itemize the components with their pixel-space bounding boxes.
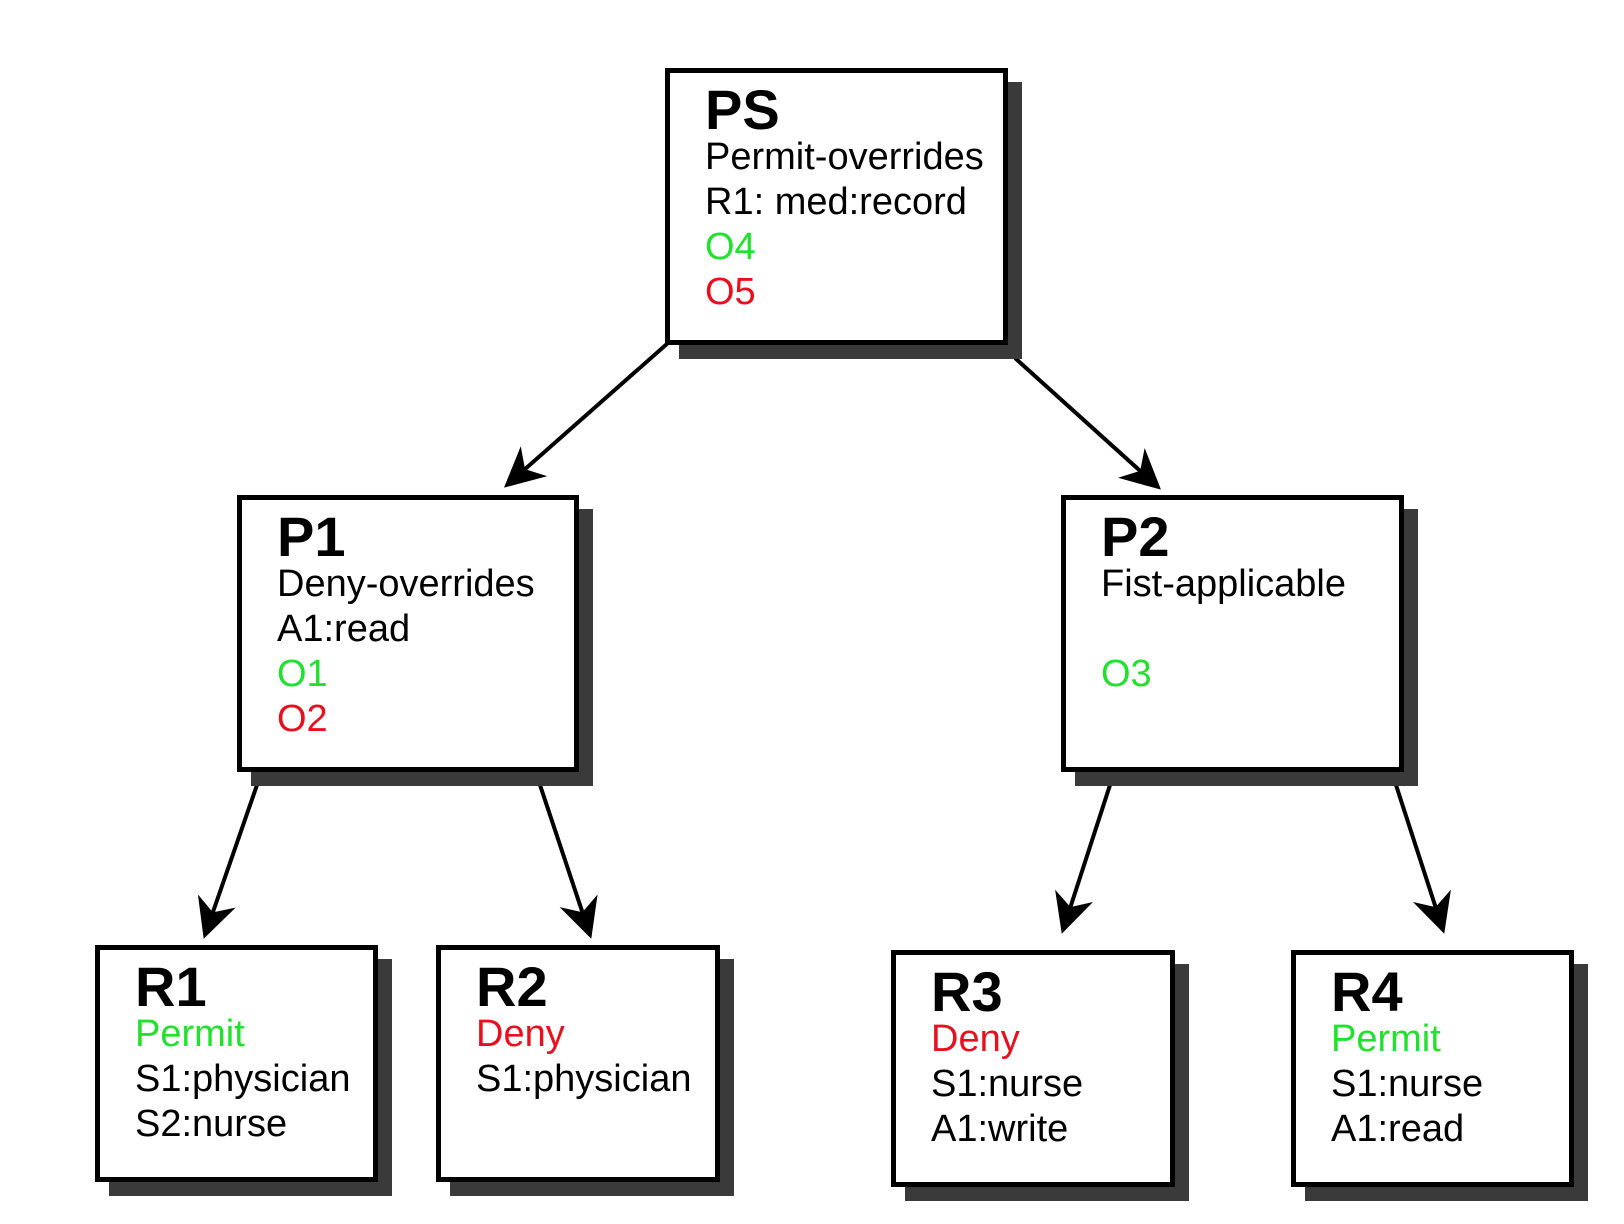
node-p2-title: P2 [1101,505,1170,568]
node-r2-title: R2 [476,955,548,1018]
node-r4-condition-2: A1:read [1331,1108,1465,1150]
node-p1-title: P1 [277,505,346,568]
edge-ps-p2 [1013,356,1161,490]
node-p2-combining: Fist-applicable [1101,563,1346,605]
node-ps-combining: Permit-overrides [705,136,984,178]
node-r4-effect: Permit [1331,1018,1441,1060]
node-r3-condition-1: S1:nurse [931,1063,1084,1105]
node-r2-condition-1: S1:physician [476,1058,692,1100]
edge-p1-r2 [538,784,598,939]
node-p1-combining: Deny-overrides [277,563,535,605]
node-r4: R4 Permit S1:nurse A1:read [1291,950,1574,1187]
node-p1-target: A1:read [277,608,411,650]
node-r1-condition-2: S2:nurse [135,1103,288,1145]
node-r3: R3 Deny S1:nurse A1:write [891,950,1175,1187]
node-r2-effect: Deny [476,1013,565,1055]
node-ps-title: PS [705,78,780,141]
edge-ps-p1 [504,341,670,488]
edge-p2-r4 [1394,784,1451,934]
node-r1-condition-1: S1:physician [135,1058,351,1100]
node-r3-effect: Deny [931,1018,1020,1060]
node-p2: P2 Fist-applicable O3 [1061,495,1404,772]
edge-p1-r1 [197,784,259,939]
node-ps-target: R1: med:record [705,181,967,223]
node-r3-condition-2: A1:write [931,1108,1069,1150]
node-p2-blank-line [1101,607,1346,652]
node-p2-obligation-o3: O3 [1101,653,1152,695]
node-ps-obligation-o5: O5 [705,271,756,313]
node-r1: R1 Permit S1:physician S2:nurse [95,945,378,1182]
node-r2: R2 Deny S1:physician [436,945,720,1182]
node-ps: PS Permit-overrides R1: med:record O4 O5 [665,68,1008,345]
node-r1-effect: Permit [135,1013,245,1055]
node-ps-obligation-o4: O4 [705,226,756,268]
edge-p2-r3 [1055,784,1112,934]
node-r3-title: R3 [931,960,1003,1023]
node-r4-condition-1: S1:nurse [1331,1063,1484,1105]
node-p1: P1 Deny-overrides A1:read O1 O2 [237,495,579,772]
node-r4-title: R4 [1331,960,1403,1023]
node-r1-title: R1 [135,955,207,1018]
node-p1-obligation-o2: O2 [277,698,328,740]
node-p1-obligation-o1: O1 [277,653,328,695]
